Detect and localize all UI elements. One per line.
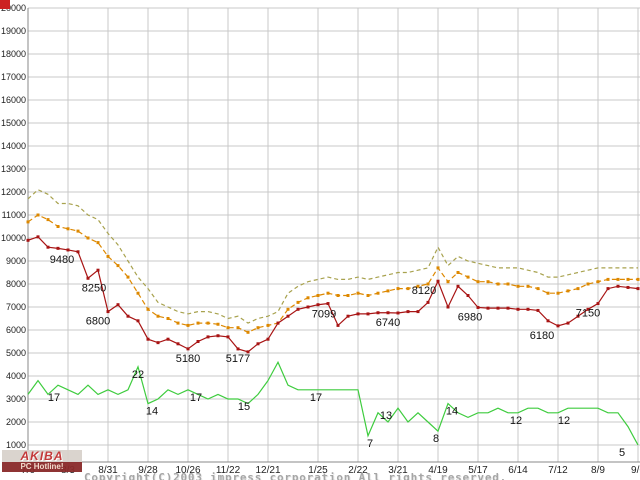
- svg-text:5: 5: [619, 447, 625, 459]
- svg-text:6000: 6000: [6, 325, 26, 335]
- svg-text:18000: 18000: [1, 49, 26, 59]
- svg-text:15000: 15000: [1, 118, 26, 128]
- series-highest-price: [27, 188, 638, 324]
- svg-text:7000: 7000: [6, 302, 26, 312]
- svg-text:9480: 9480: [50, 254, 74, 266]
- svg-text:14000: 14000: [1, 141, 26, 151]
- svg-text:3/21: 3/21: [388, 465, 408, 476]
- svg-text:9/6: 9/6: [631, 465, 640, 476]
- svg-text:12: 12: [558, 415, 570, 427]
- svg-text:14: 14: [146, 406, 158, 418]
- svg-text:2/22: 2/22: [348, 465, 368, 476]
- svg-text:17000: 17000: [1, 72, 26, 82]
- svg-text:7099: 7099: [312, 309, 336, 321]
- svg-text:12000: 12000: [1, 187, 26, 197]
- svg-text:1000: 1000: [6, 440, 26, 450]
- svg-text:6/14: 6/14: [508, 465, 528, 476]
- svg-text:7: 7: [367, 438, 373, 450]
- svg-text:6180: 6180: [530, 330, 554, 342]
- svg-text:17: 17: [190, 392, 202, 404]
- svg-text:8: 8: [433, 433, 439, 445]
- svg-text:9/28: 9/28: [138, 465, 158, 476]
- svg-text:13: 13: [380, 410, 392, 422]
- svg-text:8250: 8250: [82, 282, 106, 294]
- svg-text:5/17: 5/17: [468, 465, 488, 476]
- series-shop-count: [27, 360, 639, 446]
- svg-text:6800: 6800: [86, 316, 110, 328]
- copyright-line-1: Copyright(C)2003 impress corporation All…: [84, 471, 508, 480]
- shop-count-labels: 17 22 14 17 15 17 7 13 8 14 12 12 5: [48, 369, 625, 459]
- svg-text:4/19: 4/19: [428, 465, 448, 476]
- svg-text:4000: 4000: [6, 371, 26, 381]
- svg-text:8000: 8000: [6, 279, 26, 289]
- svg-text:1/25: 1/25: [308, 465, 328, 476]
- svg-text:2000: 2000: [6, 417, 26, 427]
- svg-text:10/26: 10/26: [175, 465, 200, 476]
- svg-text:19000: 19000: [1, 26, 26, 36]
- svg-text:12/21: 12/21: [255, 465, 280, 476]
- corner-mark: [0, 0, 10, 9]
- logo-akiba-text: AKIBA: [2, 450, 82, 462]
- svg-text:5180: 5180: [176, 353, 200, 365]
- grid-lines: [27, 7, 640, 462]
- copyright-watermark: Copyright(C)2003 impress corporation All…: [84, 448, 507, 480]
- svg-text:11/22: 11/22: [216, 465, 241, 476]
- svg-text:20000: 20000: [1, 3, 26, 13]
- svg-text:7/12: 7/12: [548, 465, 568, 476]
- svg-text:3000: 3000: [6, 394, 26, 404]
- svg-text:13000: 13000: [1, 164, 26, 174]
- svg-text:10000: 10000: [1, 233, 26, 243]
- series-lowest-price: [26, 235, 640, 354]
- svg-text:5000: 5000: [6, 348, 26, 358]
- logo-pc-hotline-text: PC Hotline!: [2, 462, 82, 472]
- svg-text:12: 12: [510, 415, 522, 427]
- svg-text:8120: 8120: [412, 285, 436, 297]
- svg-text:17: 17: [48, 392, 60, 404]
- akiba-pc-hotline-logo: AKIBA PC Hotline!: [2, 450, 82, 472]
- svg-text:9000: 9000: [6, 256, 26, 266]
- svg-text:6740: 6740: [376, 317, 400, 329]
- svg-text:7150: 7150: [576, 308, 600, 320]
- svg-text:11000: 11000: [2, 210, 26, 220]
- svg-text:14: 14: [446, 406, 458, 418]
- y-axis-labels: 1000 2000 3000 4000 5000 6000 7000 8000 9000 1000…: [1, 3, 26, 450]
- price-point-labels: 9480 8250 6800 5180 5177 7099 6740 8120 6980 6180…: [50, 254, 600, 365]
- svg-text:6980: 6980: [458, 311, 482, 323]
- svg-text:22: 22: [132, 369, 144, 381]
- svg-text:8/31: 8/31: [98, 465, 118, 476]
- svg-text:15: 15: [238, 401, 250, 413]
- svg-text:8/9: 8/9: [591, 465, 605, 476]
- axes: [27, 8, 640, 463]
- svg-text:5177: 5177: [226, 353, 250, 365]
- svg-text:17: 17: [310, 392, 322, 404]
- svg-text:16000: 16000: [1, 95, 26, 105]
- series-average-price: [26, 213, 640, 334]
